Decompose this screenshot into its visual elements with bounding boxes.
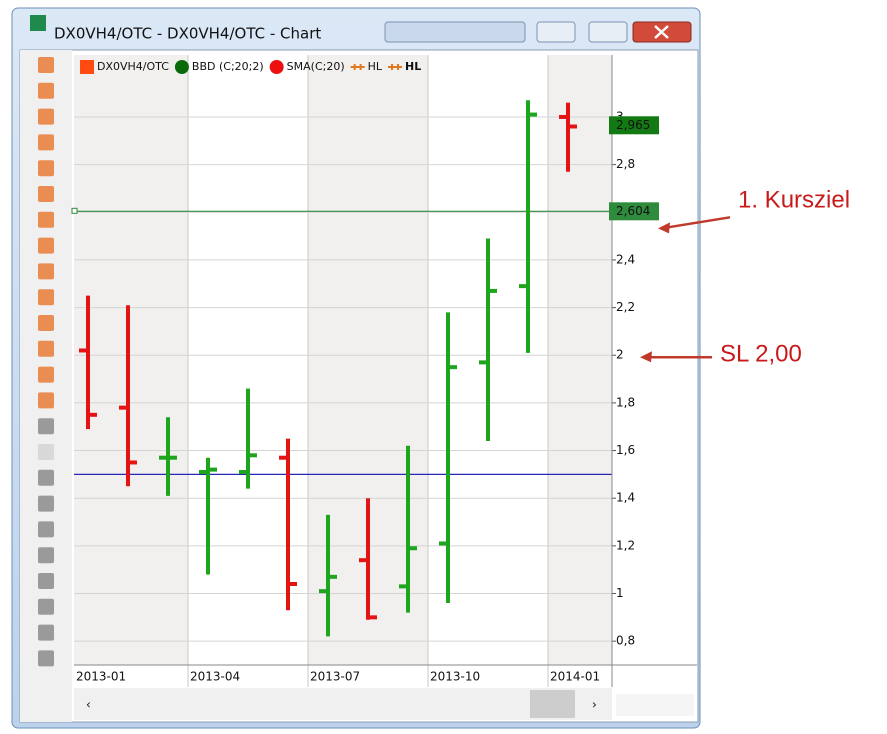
tool-button[interactable] [38,444,54,460]
tool-button[interactable] [38,598,54,615]
tool-button[interactable] [38,160,54,177]
arrow-head [640,351,652,363]
tool-button[interactable] [38,134,54,151]
scroll-left[interactable]: ‹ [86,698,91,712]
annotation: 1. Kursziel [738,187,850,214]
zoom-tools[interactable] [616,694,694,716]
y-tick-label: 0,8 [616,634,635,648]
toolbar [20,50,72,722]
tool-button[interactable] [38,624,54,641]
tool-button[interactable] [38,392,54,409]
tool-button[interactable] [38,495,54,512]
minimize-button[interactable] [536,21,576,43]
legend-swatch [388,64,403,70]
legend-swatch [269,60,284,74]
y-tick-label: 1,2 [616,538,635,552]
y-tick-label: 2,2 [616,300,635,314]
x-tick-label: 2013-04 [190,670,240,684]
y-tick-label: 1,6 [616,443,635,457]
tool-button[interactable] [38,469,54,486]
legend-label: SMA(C;20) [287,60,345,73]
x-tick-label: 2013-10 [430,670,480,684]
tool-button[interactable] [38,289,54,306]
close-icon [654,25,669,39]
tool-button[interactable] [38,315,54,331]
scroll-thumb[interactable] [530,690,575,718]
y-tick-label: 2 [616,348,624,362]
quarter-band [74,55,188,665]
legend-label: DX0VH4/OTC [97,60,169,73]
y-tick-label: 2,4 [616,252,635,266]
tool-button[interactable] [38,186,54,202]
tool-button[interactable] [38,340,54,357]
tool-button[interactable] [38,82,54,99]
level-label: 2,604 [616,204,650,218]
tool-button[interactable] [38,237,54,254]
x-tick-label: 2014-01 [550,670,600,684]
tool-button[interactable] [38,211,54,228]
last-price-marker [609,116,659,135]
level-marker [609,202,659,221]
y-tick-label: 2,8 [616,157,635,171]
legend-swatch [80,60,94,74]
legend-label: BBD (C;20;2) [192,60,264,73]
annotation: SL 2,00 [720,341,802,368]
tool-button[interactable] [38,108,54,125]
maximize-button[interactable] [588,21,628,43]
window-title: DX0VH4/OTC - DX0VH4/OTC - Chart [54,25,321,43]
tool-button[interactable] [38,521,54,538]
scrollbar[interactable] [74,688,612,720]
level-handle[interactable] [71,207,78,214]
tool-button[interactable] [38,650,54,667]
price-axis [612,55,697,688]
annotation-arrow [667,216,731,229]
x-tick-label: 2013-07 [310,670,360,684]
quarter-band [548,55,612,665]
legend-swatch [174,60,189,74]
scroll-right[interactable]: › [592,698,597,712]
x-tick-label: 2013-01 [76,670,126,684]
tool-button[interactable] [38,573,54,589]
tool-button[interactable] [38,263,54,280]
tool-button[interactable] [38,418,54,435]
tool-button[interactable] [38,366,54,383]
tool-button[interactable] [38,547,54,564]
y-tick-label: 1,8 [616,395,635,409]
y-tick-label: 1,4 [616,491,635,505]
app-icon [30,15,46,31]
tab-buttons[interactable] [384,21,526,43]
legend-label: HL [405,60,421,73]
last-price-label: 2,965 [616,118,650,132]
legend-swatch [350,64,365,70]
arrow-head [658,222,670,234]
tool-button[interactable] [38,57,54,73]
legend-label: HL [368,60,383,73]
y-tick-label: 1 [616,586,624,600]
